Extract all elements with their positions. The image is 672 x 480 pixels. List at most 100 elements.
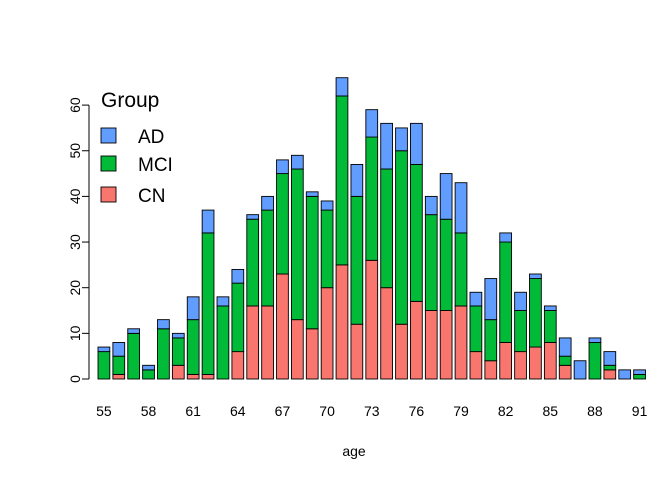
bar-ad-73 <box>365 109 379 138</box>
bar-cn-83 <box>514 351 527 380</box>
x-tick-label-88: 88 <box>587 403 603 419</box>
bar-mci-78 <box>439 218 453 311</box>
bar-cn-89 <box>603 369 617 380</box>
bar-cn-77 <box>424 310 438 380</box>
y-tick-label-50: 50 <box>67 143 83 159</box>
bar-mci-72 <box>350 195 364 325</box>
bar-ad-56 <box>112 342 126 357</box>
bar-mci-75 <box>395 150 408 325</box>
bar-ad-69 <box>305 191 319 197</box>
bar-cn-78 <box>439 310 453 380</box>
bar-mci-68 <box>290 168 304 321</box>
bar-mci-62 <box>201 232 215 375</box>
bar-ad-88 <box>588 337 602 343</box>
bar-cn-70 <box>320 287 334 380</box>
bar-ad-85 <box>543 305 557 311</box>
bar-ad-81 <box>484 278 498 321</box>
bar-ad-68 <box>290 154 304 170</box>
bar-cn-81 <box>484 360 498 380</box>
y-tick-label-30: 30 <box>67 234 83 250</box>
bar-ad-89 <box>603 351 617 366</box>
bar-mci-89 <box>603 364 617 371</box>
bar-cn-72 <box>350 323 364 380</box>
y-tick-label-60: 60 <box>67 97 83 113</box>
bar-mci-59 <box>157 328 170 380</box>
bar-cn-85 <box>543 342 557 380</box>
bar-cn-65 <box>246 305 260 380</box>
bar-ad-82 <box>499 232 513 243</box>
bar-ad-74 <box>380 122 393 170</box>
bar-ad-84 <box>529 273 542 280</box>
x-tick-label-91: 91 <box>632 403 648 419</box>
bar-mci-84 <box>529 278 542 348</box>
x-tick-label-73: 73 <box>364 403 380 419</box>
bar-ad-65 <box>246 214 260 220</box>
legend: Group AD MCI CN <box>100 89 173 207</box>
bar-mci-60 <box>171 337 185 366</box>
x-tick-label-55: 55 <box>96 403 112 419</box>
bar-cn-60 <box>171 364 185 380</box>
bar-ad-70 <box>320 200 334 211</box>
bar-cn-69 <box>305 328 319 380</box>
legend-title: Group <box>101 89 159 112</box>
x-tick-label-58: 58 <box>141 403 157 419</box>
bar-cn-79 <box>454 305 468 380</box>
bar-ad-83 <box>514 291 527 311</box>
bar-ad-77 <box>424 195 438 216</box>
x-axis: 55 58 61 64 67 70 73 76 79 82 85 88 91 <box>96 403 647 419</box>
bar-mci-81 <box>484 319 498 362</box>
x-tick-label-76: 76 <box>409 403 425 419</box>
bar-mci-66 <box>261 209 274 307</box>
legend-swatch-ad <box>100 127 117 144</box>
bar-ad-64 <box>231 268 245 284</box>
bar-ad-62 <box>201 209 215 234</box>
bar-ad-66 <box>261 195 274 211</box>
bar-ad-63 <box>216 296 230 307</box>
bar-ad-75 <box>395 127 408 152</box>
bar-ad-60 <box>171 332 185 339</box>
bar-ad-59 <box>157 319 170 330</box>
bar-mci-64 <box>231 282 245 353</box>
bar-cn-61 <box>186 373 200 380</box>
bar-mci-83 <box>514 310 527 353</box>
bar-mci-55 <box>97 351 111 380</box>
bar-ad-87 <box>573 360 587 380</box>
bar-cn-74 <box>380 287 393 380</box>
bar-mci-71 <box>335 95 349 266</box>
bar-mci-85 <box>543 310 557 343</box>
legend-label-cn: CN <box>138 186 165 207</box>
bar-cn-68 <box>290 319 304 380</box>
y-tick-label-0: 0 <box>67 375 83 383</box>
bar-cn-76 <box>410 300 423 380</box>
bar-ad-86 <box>558 337 572 357</box>
bar-ad-61 <box>186 296 200 321</box>
bar-mci-70 <box>320 209 334 289</box>
bar-ad-78 <box>439 173 453 220</box>
x-tick-label-70: 70 <box>319 403 335 419</box>
bar-mci-69 <box>305 195 319 330</box>
x-tick-label-85: 85 <box>543 403 559 419</box>
bar-mci-58 <box>142 369 155 380</box>
bar-cn-56 <box>112 373 126 380</box>
bar-mci-57 <box>127 332 141 380</box>
bars-layer <box>97 77 646 380</box>
bar-mci-73 <box>365 136 379 261</box>
legend-swatch-mci <box>100 155 117 172</box>
bar-mci-88 <box>588 342 602 380</box>
y-axis: 0 10 20 30 40 50 60 <box>67 97 90 383</box>
bar-mci-74 <box>380 168 393 289</box>
bar-cn-84 <box>529 346 542 380</box>
bar-cn-73 <box>365 259 379 380</box>
y-tick-label-10: 10 <box>67 325 83 341</box>
bar-cn-82 <box>499 342 513 380</box>
legend-swatch-cn <box>100 186 117 203</box>
bar-mci-82 <box>499 241 513 343</box>
y-tick-label-40: 40 <box>67 188 83 204</box>
bar-cn-62 <box>201 373 215 380</box>
bar-mci-65 <box>246 218 260 307</box>
bar-ad-58 <box>142 364 155 371</box>
x-axis-label: age <box>342 443 366 459</box>
bar-mci-56 <box>112 355 126 375</box>
